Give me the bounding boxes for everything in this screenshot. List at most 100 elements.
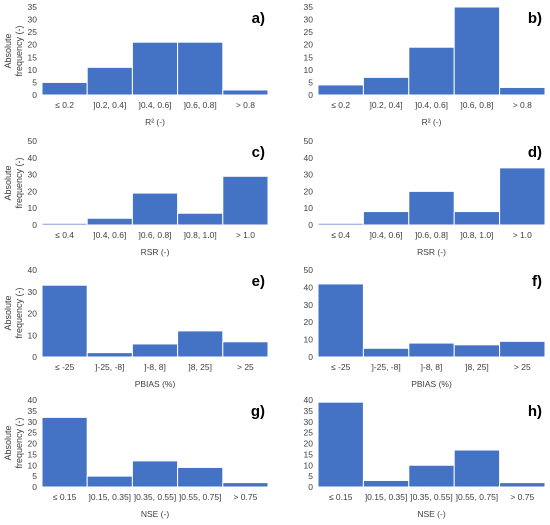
x-tick-label: ≤ 0.4: [55, 230, 74, 240]
y-tick-label: 10: [28, 203, 38, 213]
bar-e-3: [131, 343, 179, 358]
bar-g-5: [222, 482, 269, 488]
x-tick-label: > 25: [514, 362, 531, 372]
y-tick-label: 25: [28, 27, 38, 37]
bar-f-4: [453, 344, 501, 358]
y-tick-label: 20: [304, 439, 314, 449]
y-tick-label: 30: [28, 15, 38, 25]
bar-g-4: [177, 466, 224, 488]
y-tick-label: 0: [308, 220, 313, 230]
y-tick-label: 15: [28, 52, 38, 62]
y-tick-label: 30: [304, 15, 314, 25]
x-axis-label: RSR (-): [141, 247, 170, 257]
y-tick-label: 0: [32, 482, 37, 492]
x-tick-label: > 0.8: [236, 100, 255, 110]
y-tick-label: 25: [304, 428, 314, 438]
x-axis-label: NSE (-): [417, 509, 446, 519]
x-axis-label: PBIAS (%): [135, 379, 176, 389]
bar-c-3: [131, 192, 179, 226]
y-tick-label: 25: [28, 428, 38, 438]
bar-a-1: [41, 81, 88, 96]
y-tick-label: 30: [28, 287, 38, 297]
bar-d-2: [362, 211, 410, 226]
bar-a-2: [86, 66, 133, 96]
x-axis-label: R² (-): [145, 117, 165, 127]
y-tick-label: 40: [304, 153, 314, 163]
y-tick-label: 40: [304, 282, 314, 292]
bar-d-3: [408, 190, 455, 226]
bar-h-4: [453, 449, 501, 488]
panel-letter: d): [528, 144, 542, 161]
bar-b-1: [317, 84, 364, 96]
x-tick-label: ≤ 0.15: [53, 492, 77, 502]
y-tick-label: 10: [28, 460, 38, 470]
bar-b-2: [362, 76, 410, 96]
bar-h-3: [408, 464, 455, 488]
y-tick-label: 40: [28, 265, 38, 275]
bar-e-4: [177, 330, 224, 358]
x-tick-label: ]0.15, 0.35]: [365, 492, 408, 502]
y-tick-label: 5: [32, 471, 37, 481]
x-tick-label: > 0.75: [510, 492, 534, 502]
y-tick-label: 0: [308, 90, 313, 100]
x-tick-label: > 25: [237, 362, 254, 372]
x-tick-label: ]0.6, 0.8]: [138, 230, 171, 240]
bar-g-1: [41, 416, 88, 488]
x-tick-label: ]0.4, 0.6]: [93, 230, 126, 240]
y-tick-label: 5: [32, 77, 37, 87]
y-tick-label: 15: [304, 52, 314, 62]
bar-d-4: [453, 211, 501, 226]
panel-letter: f): [532, 273, 542, 290]
bar-b-3: [408, 46, 455, 96]
bar-d-5: [499, 167, 546, 226]
x-tick-label: > 1.0: [513, 230, 532, 240]
y-tick-label: 30: [304, 300, 314, 310]
bar-f-3: [408, 342, 455, 358]
bar-g-2: [86, 475, 133, 488]
x-tick-label: ]-25, -8]: [371, 362, 400, 372]
y-tick-label: 50: [304, 136, 314, 146]
panel-letter: e): [252, 273, 265, 290]
x-tick-label: ]-8, 8]: [421, 362, 443, 372]
y-tick-label: 20: [28, 309, 38, 319]
y-tick-label: 15: [28, 449, 38, 459]
y-axis-label: Absolutefrequency (-): [3, 157, 24, 208]
y-tick-label: 10: [304, 335, 314, 345]
y-tick-label: 10: [28, 330, 38, 340]
x-tick-label: ]0.15, 0.35]: [89, 492, 132, 502]
y-axis-label-line: Absolute: [3, 295, 13, 330]
y-tick-label: 10: [304, 203, 314, 213]
y-axis-label: Absolutefrequency (-): [3, 25, 24, 76]
panel-c: 0 10 20 30 40 50 ≤ 0.4]0.4, 0.6]]0.6, 0.8]]0.8…: [3, 136, 269, 257]
y-axis-label-line: Absolute: [3, 165, 13, 200]
panel-e: 0 10 20 30 40 ≤ -25]-25, -8]]-8, 8]]8, 25] > 2…: [3, 265, 269, 389]
y-tick-label: 0: [32, 352, 37, 362]
x-axis-label: RSR (-): [417, 247, 446, 257]
bar-a-4: [177, 41, 224, 96]
y-tick-label: 40: [28, 153, 38, 163]
bar-f-2: [362, 347, 410, 358]
y-tick-label: 0: [32, 220, 37, 230]
y-tick-label: 30: [304, 170, 314, 180]
bar-f-1: [317, 283, 364, 358]
x-tick-label: ]0.6, 0.8]: [184, 100, 217, 110]
bar-c-5: [222, 175, 269, 226]
y-tick-label: 15: [304, 449, 314, 459]
y-tick-label: 20: [28, 40, 38, 50]
y-tick-label: 40: [28, 395, 38, 405]
y-tick-label: 30: [304, 417, 314, 427]
bar-h-1: [317, 401, 364, 488]
panel-letter: g): [251, 403, 265, 420]
bar-a-5: [222, 89, 269, 96]
x-axis-label: R² (-): [422, 117, 442, 127]
x-tick-label: ]8, 25]: [188, 362, 212, 372]
panel-letter: h): [528, 403, 542, 420]
y-axis-label: Absolutefrequency (-): [3, 417, 24, 468]
x-tick-label: ]0.4, 0.6]: [138, 100, 171, 110]
y-tick-label: 0: [32, 90, 37, 100]
x-axis-label: PBIAS (%): [411, 379, 452, 389]
y-tick-label: 35: [28, 2, 38, 12]
panel-a: 0 5 10 15 20 25 30 35 ≤ 0.2]0.2, 0.4]]0.4, 0.6]]…: [3, 2, 269, 127]
y-axis-label-line: Absolute: [3, 425, 13, 460]
bar-h-2: [362, 479, 410, 488]
